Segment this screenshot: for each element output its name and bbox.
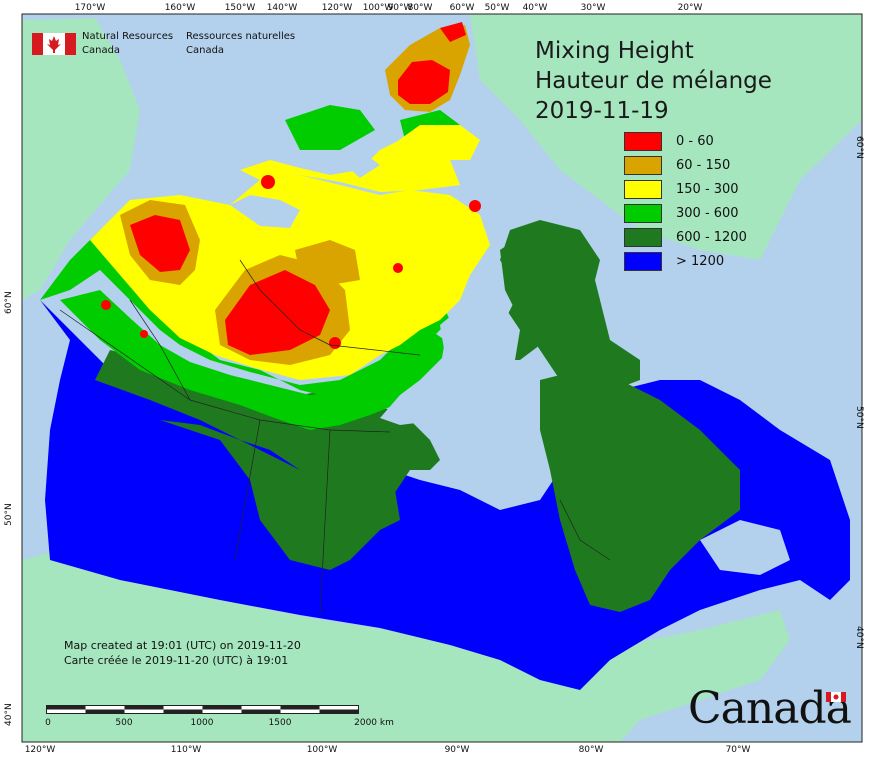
- legend-item: 60 - 150: [624, 156, 784, 176]
- legend-label: 300 - 600: [676, 206, 739, 221]
- graticule-label: 40°N: [4, 703, 14, 726]
- border-line: [559, 499, 611, 561]
- legend-swatch: [624, 204, 662, 223]
- graticule-label: 80°W: [578, 745, 604, 755]
- zone-600-1200-labrador: [500, 230, 640, 395]
- legend-item: 600 - 1200: [624, 228, 784, 248]
- arctic-channels: [230, 150, 380, 228]
- province-borders: [59, 259, 611, 616]
- graticule-label: 120°W: [321, 3, 353, 13]
- legend-swatch: [624, 252, 662, 271]
- legend-item: 150 - 300: [624, 180, 784, 200]
- graticule-label: 40°N: [854, 626, 864, 649]
- title-en: Mixing Height: [535, 38, 694, 64]
- hotspot-red: [261, 175, 275, 189]
- legend-swatch: [624, 156, 662, 175]
- graticule-label: 90°W: [444, 745, 470, 755]
- james-bay: [500, 445, 525, 485]
- canada-flag-icon: [32, 33, 76, 55]
- border-line: [129, 299, 191, 401]
- graticule-label: 60°N: [854, 136, 864, 159]
- graticule-label: 110°W: [170, 745, 202, 755]
- hotspot-red: [140, 330, 148, 338]
- legend-swatch: [624, 132, 662, 151]
- graticule-label: 140°W: [266, 3, 298, 13]
- legend-label: > 1200: [676, 254, 725, 269]
- graticule-label: 160°W: [164, 3, 196, 13]
- wordmark-flag-icon: [826, 692, 846, 702]
- graticule-label: 70°W: [725, 745, 751, 755]
- legend-item: 300 - 600: [624, 204, 784, 224]
- title-date: 2019-11-19: [535, 98, 669, 124]
- graticule-label: 30°W: [580, 3, 606, 13]
- map-title: Mixing Height Hauteur de mélange 2019-11…: [535, 36, 772, 126]
- graticule-label: 50°W: [484, 3, 510, 13]
- hotspot-red: [393, 263, 403, 273]
- scale-bar-graphic: [46, 705, 359, 714]
- graticule-label: 120°W: [24, 745, 56, 755]
- graticule-label: 40°W: [522, 3, 548, 13]
- graticule-label: 50°N: [854, 406, 864, 429]
- legend-label: 150 - 300: [676, 182, 739, 197]
- hotspot-red: [469, 200, 481, 212]
- graticule-label: 60°W: [449, 3, 475, 13]
- water-bodies: [230, 150, 790, 575]
- gulf-st-lawrence: [700, 520, 790, 575]
- border-line: [59, 309, 191, 401]
- zone-150-300-north: [240, 125, 480, 192]
- border-line: [239, 259, 331, 346]
- graticule-label: 170°W: [74, 3, 106, 13]
- credit-en: Map created at 19:01 (UTC) on 2019-11-20: [64, 639, 301, 652]
- legend-swatch: [624, 228, 662, 247]
- graticule-label: 150°W: [224, 3, 256, 13]
- border-line: [329, 429, 391, 433]
- org-name-en: Natural Resources Canada: [82, 31, 174, 56]
- graticule-label: 80°W: [407, 3, 433, 13]
- graticule-label: 100°W: [306, 745, 338, 755]
- hudson-bay: [380, 300, 520, 425]
- credit-fr: Carte créée le 2019-11-20 (UTC) à 19:01: [64, 654, 289, 667]
- canada-wordmark: Canada: [688, 683, 852, 734]
- scale-bar-label: 2000 km: [354, 718, 394, 728]
- graticule-label: 100°W: [362, 3, 394, 13]
- hotspot-red: [101, 300, 111, 310]
- graticule-label: 60°N: [4, 291, 14, 314]
- zone-600-1200-central: [160, 420, 400, 570]
- map-frame: [21, 13, 863, 743]
- alaska-land: [22, 18, 140, 300]
- hotspot-red: [329, 337, 341, 349]
- zone-0-60: [130, 215, 330, 355]
- graticule-label: 50°N: [4, 503, 14, 526]
- legend-label: 60 - 150: [676, 158, 731, 173]
- border-line: [329, 344, 421, 356]
- legend-label: 600 - 1200: [676, 230, 747, 245]
- title-fr: Hauteur de mélange: [535, 68, 772, 94]
- graticule-label: 20°W: [677, 3, 703, 13]
- legend-label: 0 - 60: [676, 134, 714, 149]
- graticule-label: 90°W: [387, 3, 413, 13]
- scale-bar-label: 0: [45, 718, 51, 728]
- zone-0-60-ellesmere: [398, 22, 466, 104]
- legend-swatch: [624, 180, 662, 199]
- canada-zones: [40, 22, 850, 690]
- scale-bar-label: 1500: [268, 718, 292, 728]
- usa-land: [22, 550, 790, 742]
- map-credits: Map created at 19:01 (UTC) on 2019-11-20…: [64, 638, 301, 668]
- scale-bar-label: 1000: [190, 718, 214, 728]
- legend-item: 0 - 60: [624, 132, 784, 152]
- org-name-fr: Ressources naturelles Canada: [186, 31, 296, 56]
- zone-600-1200: [95, 350, 440, 500]
- greenland-land: [470, 14, 862, 260]
- legend-item: > 1200: [624, 252, 784, 272]
- scale-bar: 0 500 1000 1500 2000 km: [45, 703, 394, 733]
- surrounding-land: [22, 14, 862, 742]
- scale-bar-label: 500: [115, 718, 133, 728]
